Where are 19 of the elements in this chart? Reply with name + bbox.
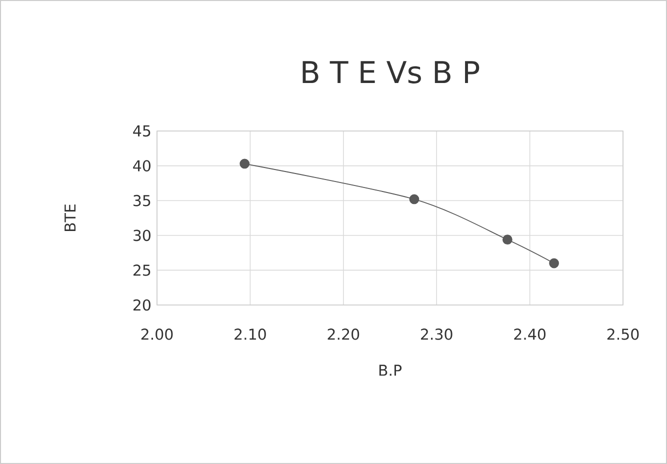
point xyxy=(240,158,250,169)
y-tick-label: 40 xyxy=(133,160,150,172)
y-tick-label: 25 xyxy=(133,264,150,276)
y-tick-label: 20 xyxy=(133,299,150,311)
y-tick-label: 45 xyxy=(133,125,150,137)
y-axis-title: BTE xyxy=(64,204,76,231)
x-tick-label: 2.50 xyxy=(607,328,639,340)
x-tick-label: 2.20 xyxy=(328,328,360,340)
x-tick-label: 2.10 xyxy=(234,328,266,340)
x-tick-label: 2.40 xyxy=(514,328,546,340)
y-tick-label: 35 xyxy=(134,194,150,206)
point xyxy=(409,194,420,204)
point xyxy=(549,258,559,268)
chart-title: B T E Vs B P xyxy=(302,61,480,84)
x-axis-title: B.P xyxy=(379,364,402,376)
x-tick-label: 2.30 xyxy=(421,328,452,340)
y-tick-label: 30 xyxy=(134,230,150,242)
point xyxy=(502,234,512,245)
x-tick-label: 2.00 xyxy=(141,328,173,340)
